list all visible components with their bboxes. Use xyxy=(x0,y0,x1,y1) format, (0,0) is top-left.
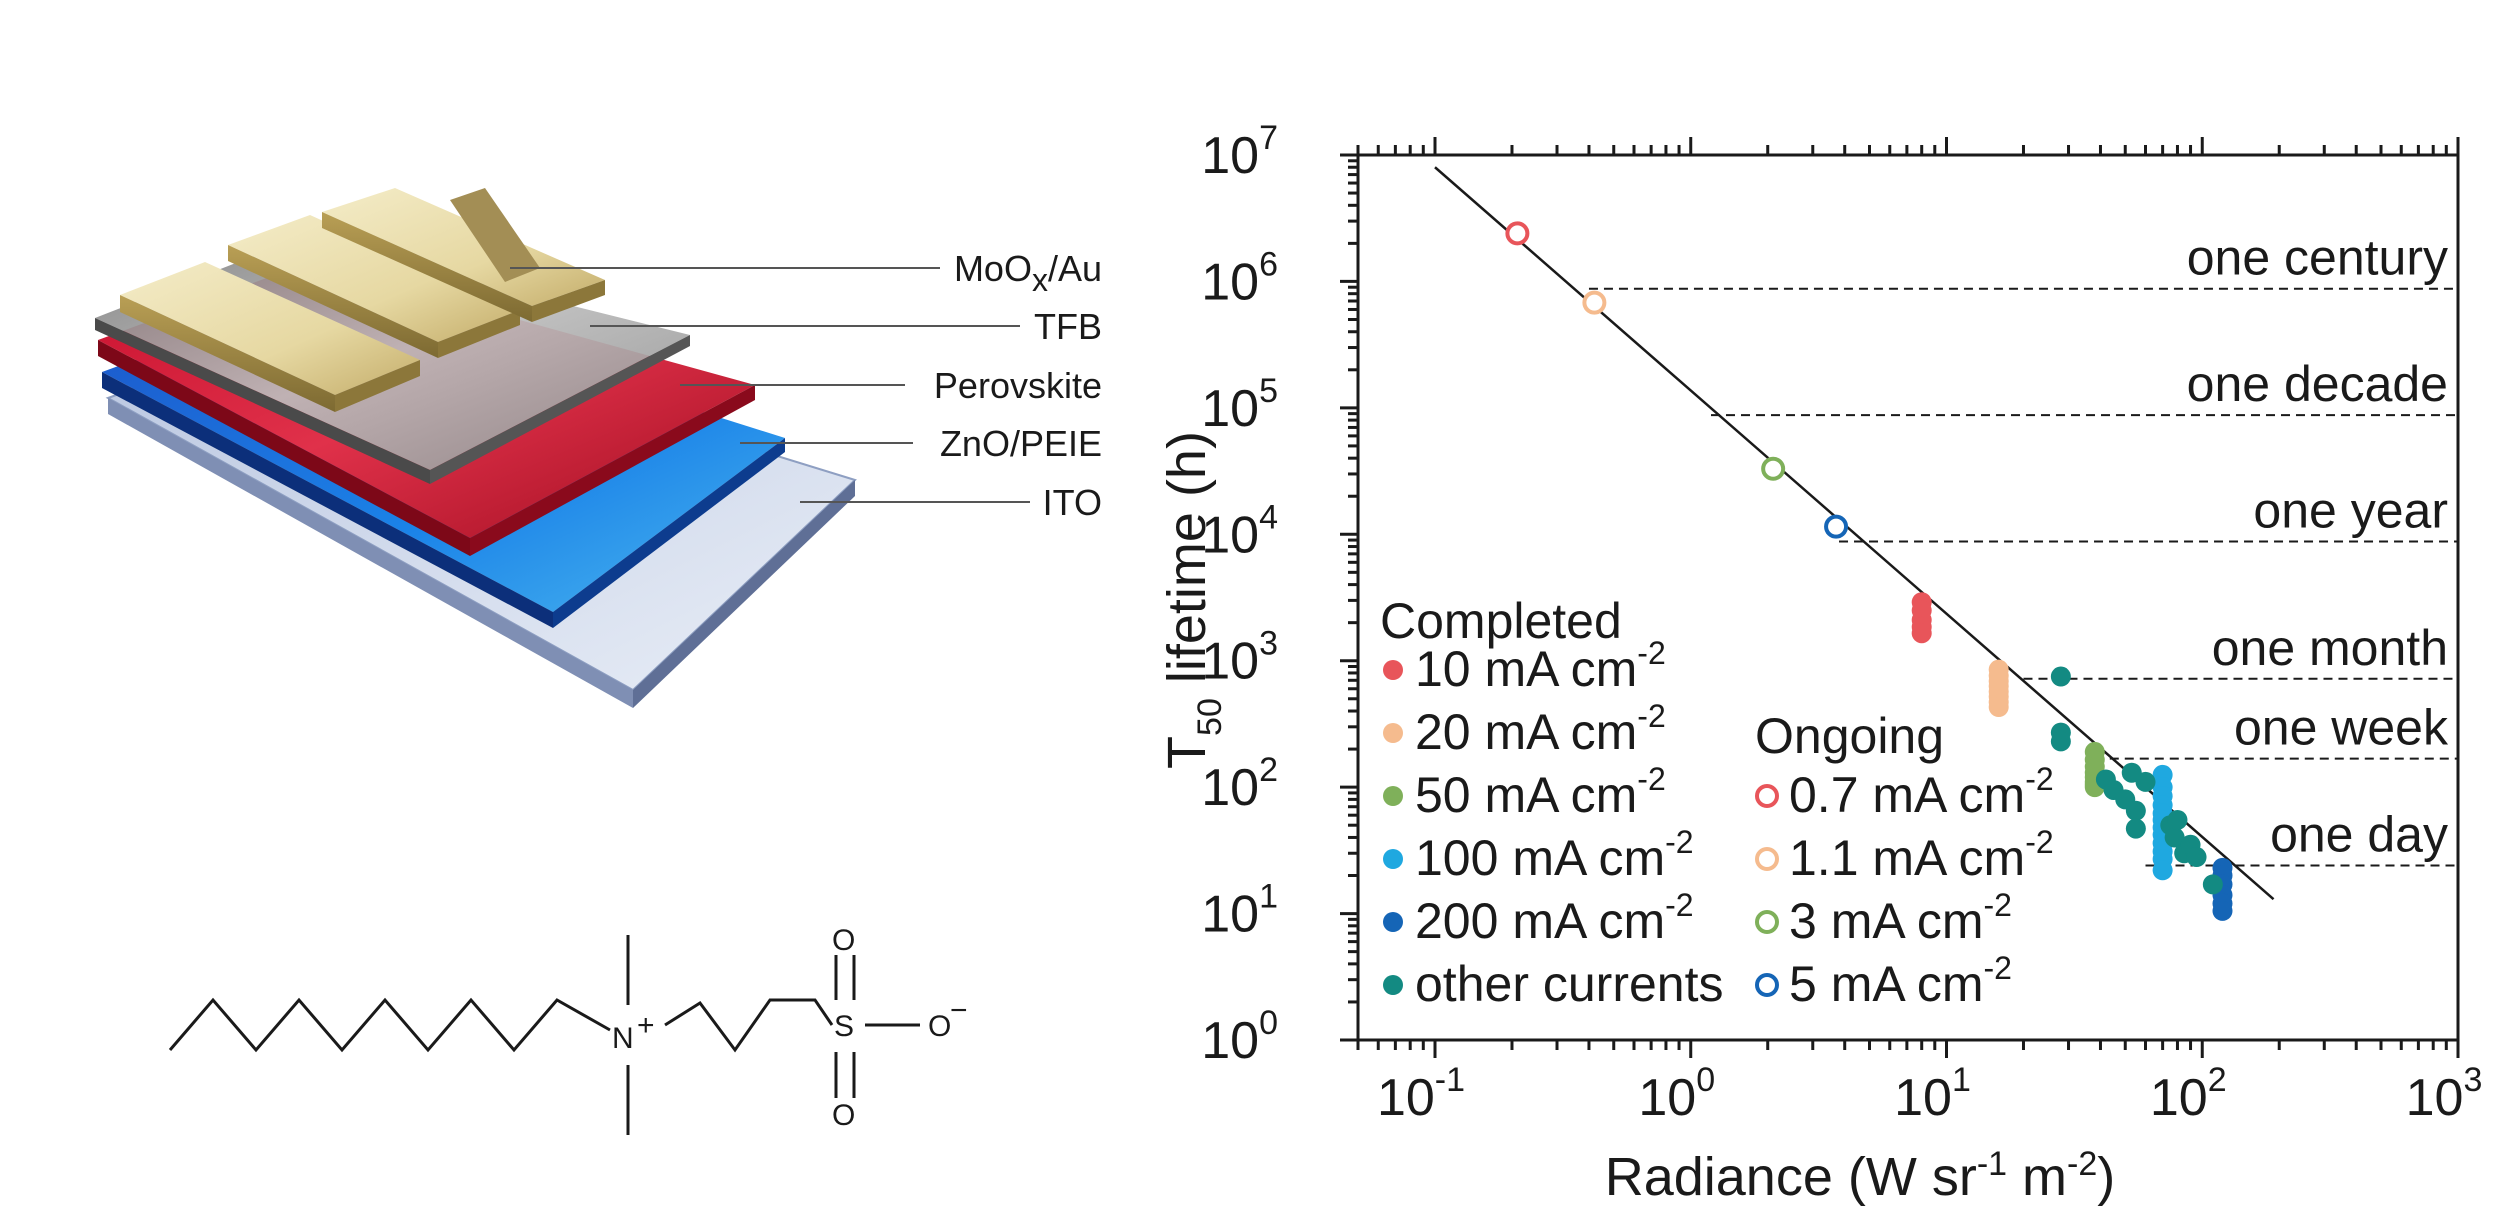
molecule-atoms: N + S O O O − xyxy=(612,924,968,1132)
y-tick-label: 102 xyxy=(1201,751,1278,817)
legend-marker xyxy=(1755,784,1779,808)
legend-marker xyxy=(1383,975,1403,995)
legend-label: other currents xyxy=(1415,956,1723,1012)
data-point xyxy=(2125,800,2146,821)
atom-o-top: O xyxy=(832,924,855,957)
data-point xyxy=(1824,514,1849,539)
legend-label: 200 mA cm-2 xyxy=(1415,887,1694,949)
y-tick-label: 100 xyxy=(1201,1004,1278,1070)
device-stack-illustration: MoOx/Au TFB Perovskite ZnO/PEIE ITO xyxy=(95,188,1102,708)
atom-o-bottom: O xyxy=(832,1099,855,1132)
data-point xyxy=(2152,860,2173,881)
legend-marker xyxy=(1383,912,1403,932)
atom-s: S xyxy=(834,1010,854,1043)
data-point xyxy=(2167,809,2188,830)
data-point xyxy=(1911,623,1932,644)
legend-label: 5 mA cm-2 xyxy=(1789,950,2012,1012)
data-point xyxy=(1761,456,1786,481)
y-axis-title: T50 lifetime (h) xyxy=(1157,431,1229,769)
legend-marker xyxy=(1383,849,1403,869)
legend-marker xyxy=(1755,973,1779,997)
atom-o-right: O xyxy=(928,1010,951,1043)
y-tick-label: 103 xyxy=(1201,625,1278,691)
alkyl-chain xyxy=(168,997,611,1053)
legend-completed-title: Completed xyxy=(1380,593,1622,649)
data-point xyxy=(2164,827,2185,848)
data-point xyxy=(2050,731,2071,752)
x-tick-label: 101 xyxy=(1894,1061,1971,1127)
reference-label: one month xyxy=(2212,620,2448,676)
electrode-3 xyxy=(322,188,605,322)
reference-label: one decade xyxy=(2187,356,2448,412)
layer-label-perovskite: Perovskite xyxy=(934,365,1102,406)
legend-label: 100 mA cm-2 xyxy=(1415,824,1694,886)
legend-label: 10 mA cm-2 xyxy=(1415,635,1666,697)
axis-ticks: 10-1 100 101 102 103 100 101 102 103 104 105 106 107 xyxy=(1201,119,2482,1127)
data-point xyxy=(2202,874,2223,895)
data-point xyxy=(1505,221,1530,246)
reference-label: one week xyxy=(2234,700,2449,756)
legend-marker xyxy=(1755,847,1779,871)
y-tick-label: 106 xyxy=(1201,245,1278,311)
reference-label: one century xyxy=(2187,230,2448,286)
legend-marker xyxy=(1755,910,1779,934)
reference-levels: one century one decade one year one month on… xyxy=(1588,230,2458,867)
electrode-1 xyxy=(120,262,420,412)
x-tick-label: 100 xyxy=(1638,1061,1715,1127)
data-point xyxy=(2125,818,2146,839)
legend-label: 1.1 mA cm-2 xyxy=(1789,824,2054,886)
x-tick-label: 10-1 xyxy=(1377,1061,1465,1127)
data-point xyxy=(1988,697,2009,718)
ito-layer-side xyxy=(108,398,633,708)
legend: Completed Ongoing 10 mA cm-220 mA cm-250… xyxy=(1380,593,2054,1012)
atom-n-charge: + xyxy=(637,1009,655,1042)
x-axis-title: Radiance (W sr-1 m-2) xyxy=(1605,1145,2116,1207)
legend-label: 3 mA cm-2 xyxy=(1789,887,2012,949)
reference-label: one day xyxy=(2270,807,2448,863)
layer-label-mox: MoOx/Au xyxy=(954,248,1102,298)
y-tick-label: 101 xyxy=(1201,878,1278,944)
electrode-2 xyxy=(228,215,520,358)
legend-marker xyxy=(1383,786,1403,806)
data-points xyxy=(1505,221,2233,921)
reference-label: one year xyxy=(2253,483,2448,539)
legend-label: 50 mA cm-2 xyxy=(1415,761,1666,823)
layer-label-ito: ITO xyxy=(1043,482,1102,523)
x-tick-label: 103 xyxy=(2406,1061,2483,1127)
data-point xyxy=(2050,666,2071,687)
data-point xyxy=(2135,771,2156,792)
atom-n: N xyxy=(612,1022,634,1055)
molecule-structure xyxy=(168,935,920,1135)
lifetime-chart: one century one decade one year one month on… xyxy=(1157,119,2482,1207)
legend-label: 0.7 mA cm-2 xyxy=(1789,761,2054,823)
data-point xyxy=(2186,847,2207,868)
legend-ongoing-title: Ongoing xyxy=(1755,708,1944,764)
x-tick-label: 102 xyxy=(2150,1061,2227,1127)
data-point xyxy=(2212,900,2233,921)
legend-marker xyxy=(1383,660,1403,680)
legend-marker xyxy=(1383,723,1403,743)
y-tick-label: 107 xyxy=(1201,119,1278,185)
legend-label: 20 mA cm-2 xyxy=(1415,698,1666,760)
data-point xyxy=(1582,290,1607,315)
layer-label-tfb: TFB xyxy=(1034,306,1102,347)
atom-o-charge: − xyxy=(950,994,968,1027)
layer-label-zno: ZnO/PEIE xyxy=(940,423,1102,464)
y-tick-label: 105 xyxy=(1201,372,1278,438)
y-tick-label: 104 xyxy=(1201,498,1278,564)
